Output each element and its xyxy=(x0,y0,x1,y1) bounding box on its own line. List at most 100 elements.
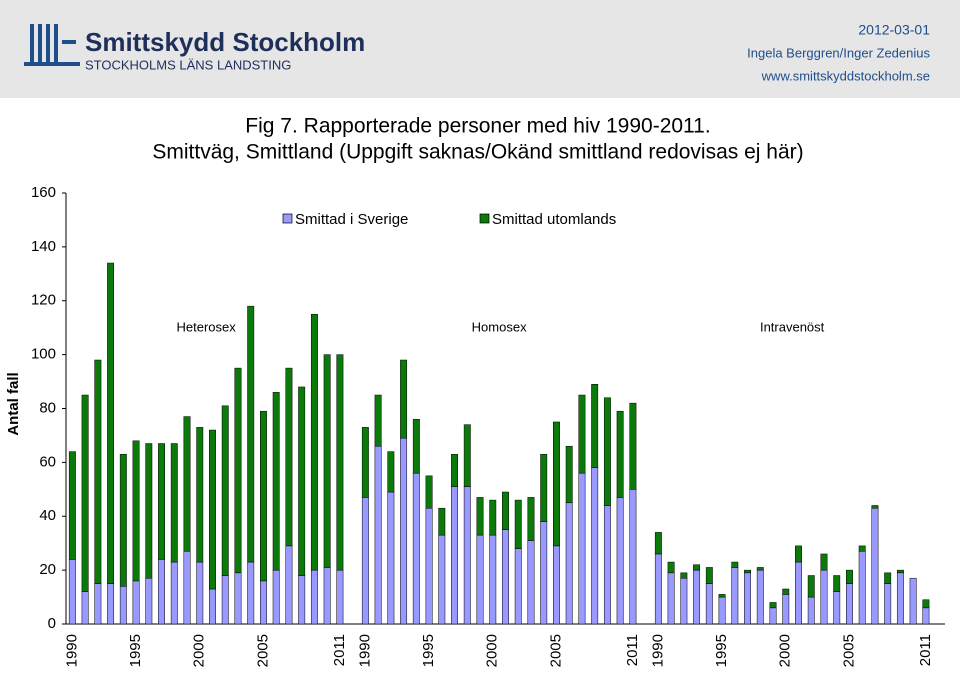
group-label: Intravenöst xyxy=(760,319,825,334)
authors: Ingela Berggren/Inger Zedenius xyxy=(747,45,930,60)
bar-segment xyxy=(846,583,853,625)
bar-segment xyxy=(540,521,548,625)
y-tick-label: 100 xyxy=(31,346,56,363)
bar-segment xyxy=(412,472,420,625)
bar-segment xyxy=(578,394,586,474)
x-tick-label: 2000 xyxy=(777,634,794,667)
bar-segment xyxy=(629,489,637,625)
bar-segment xyxy=(183,416,191,552)
bar-segment xyxy=(718,594,726,598)
bar-segment xyxy=(603,397,611,506)
group-label: Homosex xyxy=(472,319,527,334)
bar-segment xyxy=(616,497,624,625)
bar-segment xyxy=(463,424,471,487)
x-tick-label: 2000 xyxy=(484,634,501,667)
bar-segment xyxy=(744,572,751,625)
bar-segment xyxy=(463,486,471,625)
logo-icon xyxy=(24,24,80,66)
website: www.smittskyddstockholm.se xyxy=(761,68,930,83)
bar-segment xyxy=(896,569,904,574)
legend-swatch xyxy=(282,213,293,224)
bar-segment xyxy=(909,577,917,625)
bar-segment xyxy=(858,551,866,625)
x-tick-label: 1995 xyxy=(420,634,437,667)
bar-segment xyxy=(795,545,802,563)
y-tick-label: 140 xyxy=(31,238,56,255)
logo-subtitle: STOCKHOLMS LÄNS LANDSTING xyxy=(85,57,291,72)
x-tick-label: 2011 xyxy=(917,634,934,666)
bar-segment xyxy=(247,305,255,563)
bar-segment xyxy=(81,394,89,592)
bar-segment xyxy=(922,599,930,609)
bar-segment xyxy=(425,507,433,625)
bar-segment xyxy=(374,394,382,447)
bar-segment xyxy=(846,569,853,584)
bar-segment xyxy=(769,602,777,609)
y-tick-label: 120 xyxy=(31,292,56,309)
bar-segment xyxy=(693,564,701,571)
bar-segment xyxy=(196,561,204,625)
bar-segment xyxy=(285,367,293,547)
bar-segment xyxy=(260,580,267,625)
bar-segment xyxy=(514,548,522,625)
bar-segment xyxy=(489,534,497,625)
bar-segment xyxy=(438,534,446,625)
bar-segment xyxy=(795,561,802,625)
legend-swatch xyxy=(479,213,490,224)
bar-segment xyxy=(591,384,599,469)
bar-segment xyxy=(234,367,242,574)
bar-segment xyxy=(833,575,841,592)
bar-segment xyxy=(502,529,509,625)
bar-segment xyxy=(272,569,280,625)
bar-segment xyxy=(298,386,306,576)
x-tick-label: 2011 xyxy=(624,634,641,666)
bar-segment xyxy=(769,607,777,625)
bar-segment xyxy=(310,313,318,571)
bar-segment xyxy=(323,354,331,568)
bar-segment xyxy=(667,572,675,625)
bar-segment xyxy=(323,567,331,625)
bar-segment xyxy=(756,569,764,625)
y-tick-label: 160 xyxy=(31,184,56,201)
bar-segment xyxy=(527,540,535,625)
bar-segment xyxy=(922,607,930,625)
bar-segment xyxy=(451,454,458,487)
bar-segment xyxy=(833,591,841,625)
chart-title: Fig 7. Rapporterade personer med hiv 199… xyxy=(245,115,710,138)
bar-segment xyxy=(896,572,904,625)
chart-subtitle: Smittväg, Smittland (Uppgift saknas/Okän… xyxy=(152,141,803,164)
bar-segment xyxy=(310,569,318,625)
bar-segment xyxy=(782,594,790,625)
x-tick-label: 1990 xyxy=(649,634,666,667)
bar-segment xyxy=(553,421,560,547)
bar-segment xyxy=(731,561,739,568)
bar-segment xyxy=(132,580,140,625)
bar-segment xyxy=(603,505,611,625)
bar-segment xyxy=(680,572,688,579)
bar-segment xyxy=(374,445,382,625)
bar-segment xyxy=(400,359,408,439)
x-tick-label: 2011 xyxy=(331,634,348,666)
bar-segment xyxy=(209,588,216,625)
bar-segment xyxy=(234,572,242,625)
bar-segment xyxy=(705,567,713,584)
bar-segment xyxy=(616,410,624,498)
bar-segment xyxy=(196,427,204,563)
bar-segment xyxy=(820,553,828,571)
bar-segment xyxy=(221,405,229,576)
x-tick-label: 1990 xyxy=(356,634,373,667)
bar-segment xyxy=(361,427,369,498)
bar-segment xyxy=(693,569,701,625)
bar-segment xyxy=(247,561,255,625)
bar-segment xyxy=(756,567,764,571)
bar-segment xyxy=(68,451,76,560)
bar-segment xyxy=(158,443,165,560)
bar-segment xyxy=(387,451,395,493)
bar-segment xyxy=(807,596,815,625)
bar-segment xyxy=(591,467,599,625)
legend-label: Smittad i Sverige xyxy=(295,211,408,228)
bar-segment xyxy=(170,443,178,563)
bar-segment xyxy=(565,445,573,504)
bar-segment xyxy=(654,532,662,555)
